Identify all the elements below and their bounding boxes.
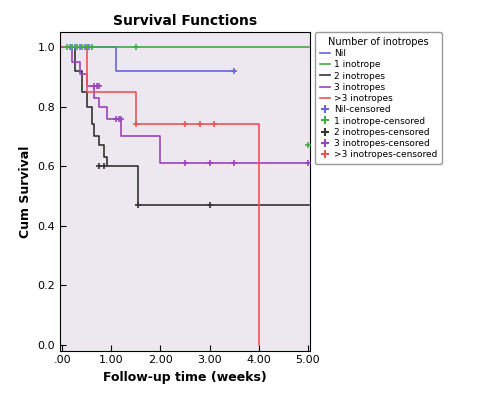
Y-axis label: Cum Survival: Cum Survival <box>19 145 32 238</box>
Legend: Nil, 1 inotrope, 2 inotropes, 3 inotropes, >3 inotropes, Nil-censored, 1 inotrop: Nil, 1 inotrope, 2 inotropes, 3 inotrope… <box>315 32 442 164</box>
Title: Survival Functions: Survival Functions <box>113 14 257 28</box>
X-axis label: Follow-up time (weeks): Follow-up time (weeks) <box>103 371 267 384</box>
